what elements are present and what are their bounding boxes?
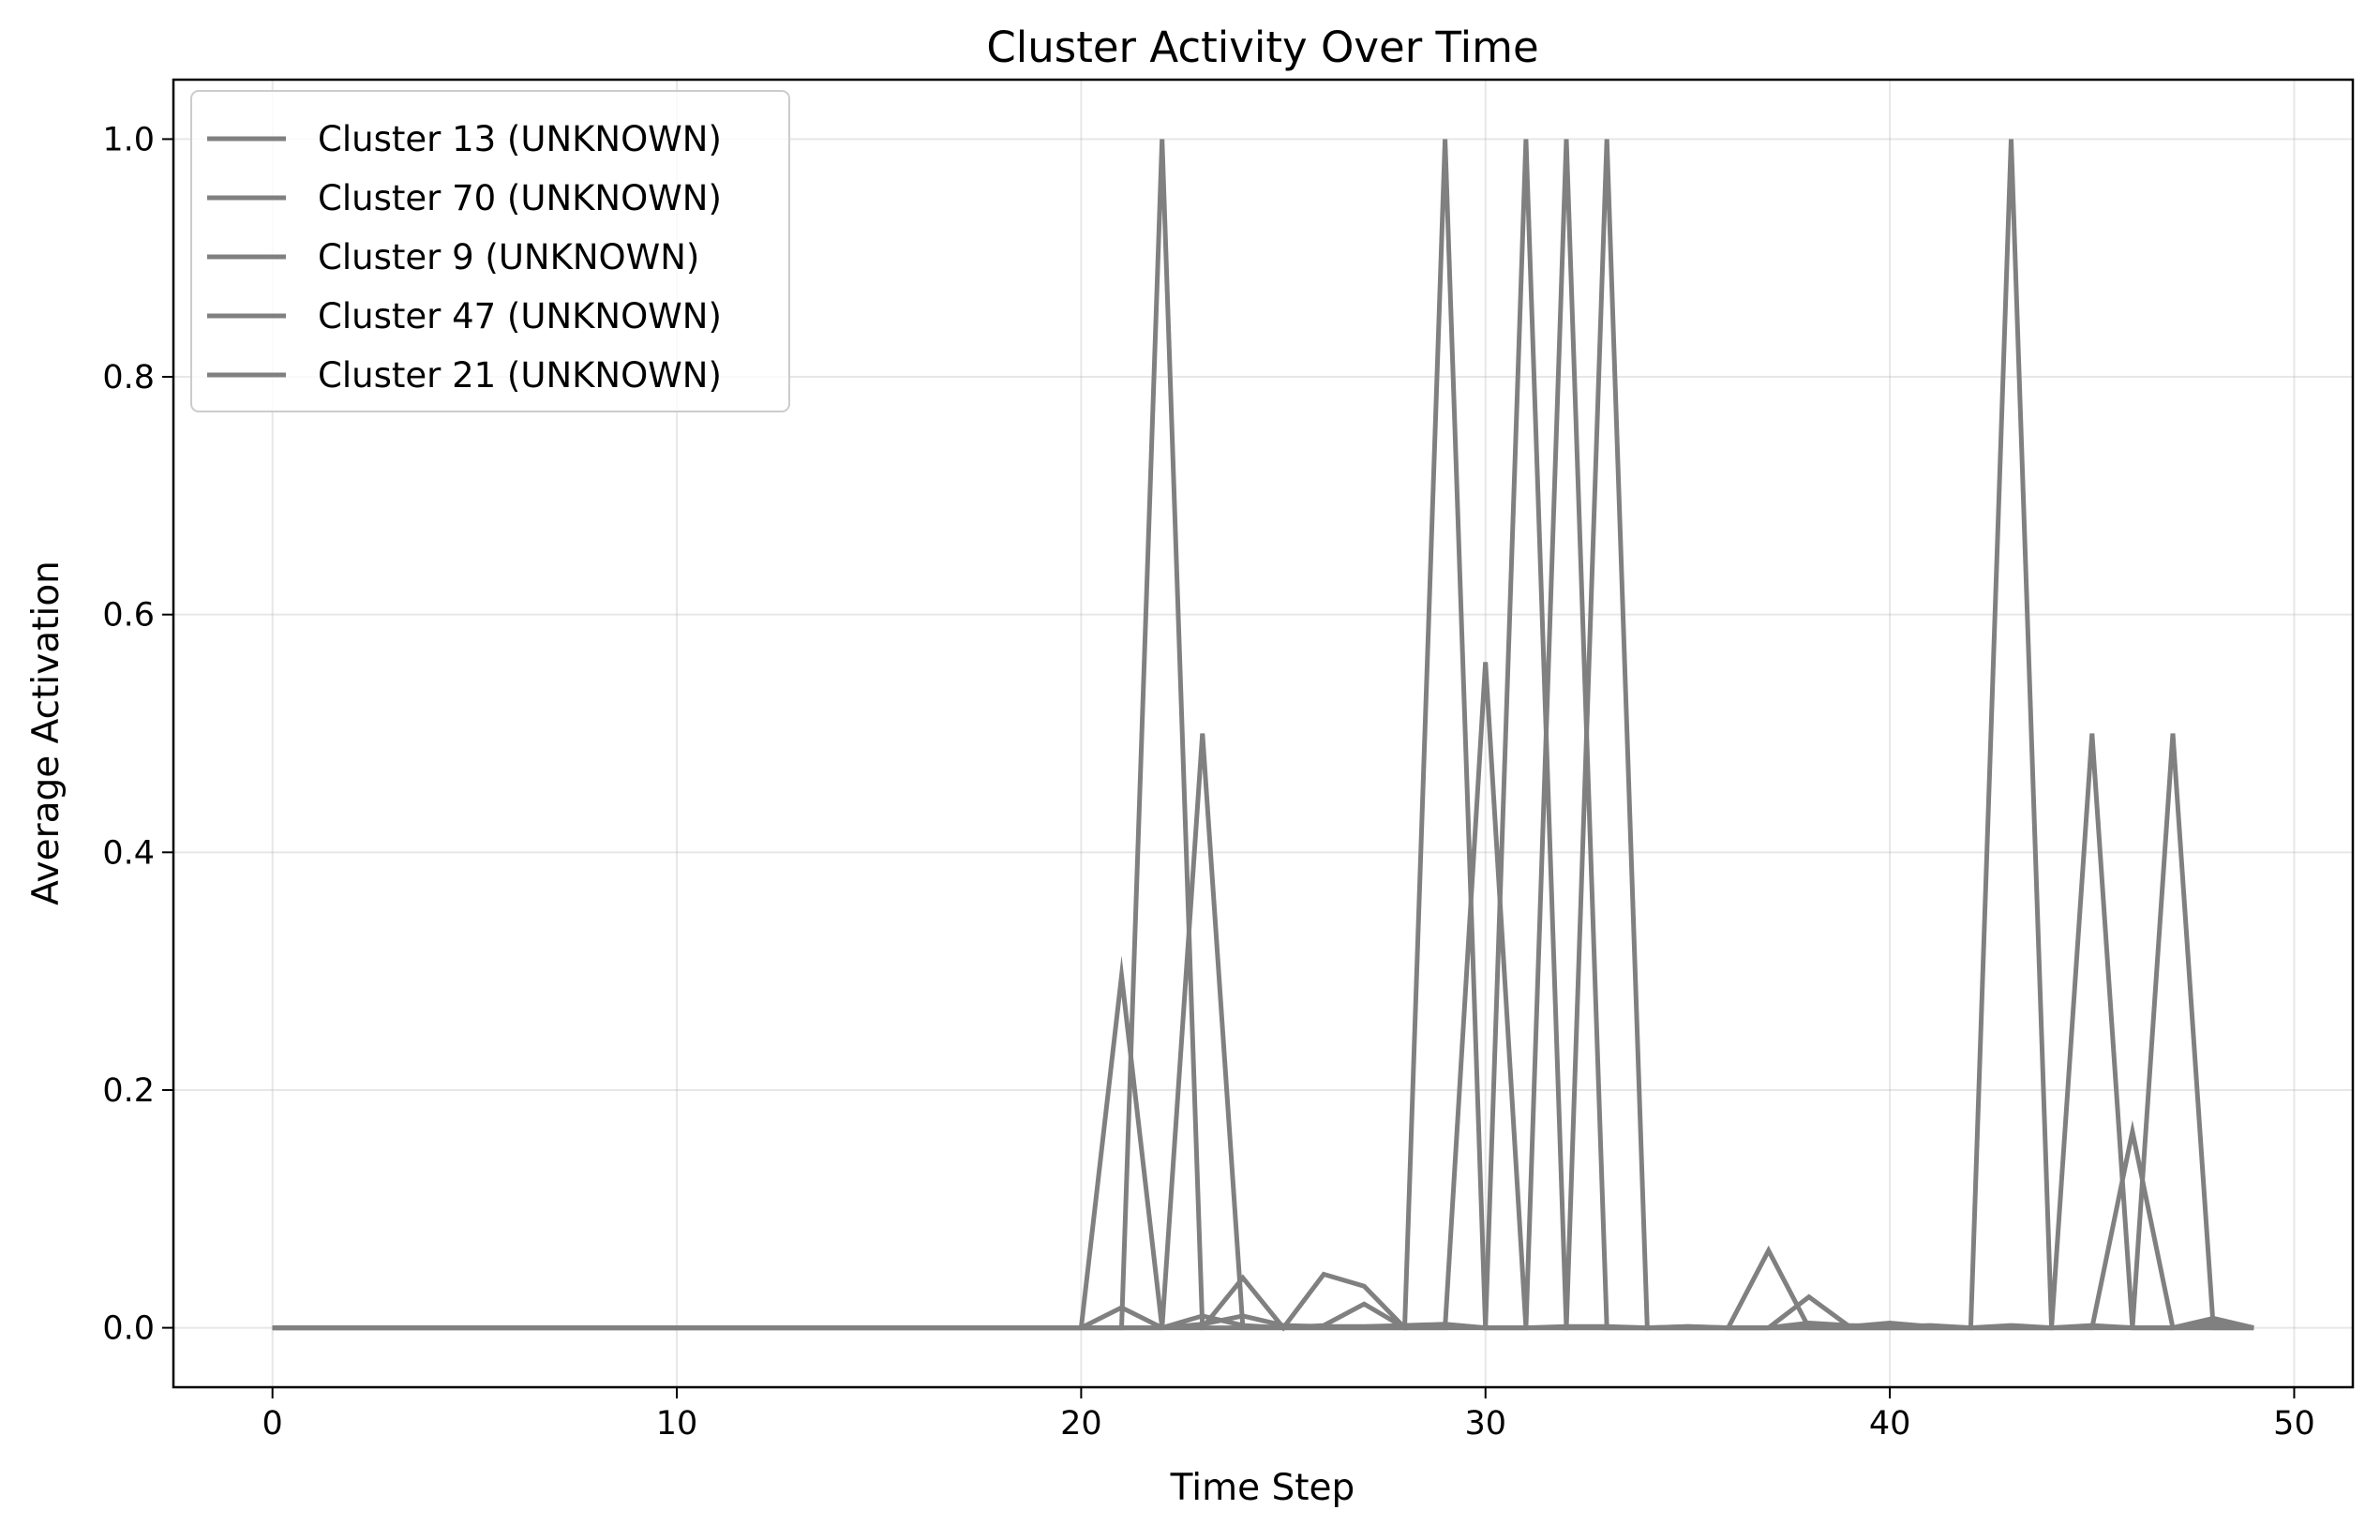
y-tick-label: 0.4 xyxy=(102,834,155,872)
y-tick-label: 0.2 xyxy=(102,1072,155,1110)
y-axis-label: Average Activation xyxy=(25,561,67,905)
y-tick-label: 1.0 xyxy=(102,121,155,158)
x-tick-label: 20 xyxy=(1060,1405,1102,1443)
legend: Cluster 13 (UNKNOWN) Cluster 70 (UNKNOWN)… xyxy=(190,90,790,412)
legend-label: Cluster 47 (UNKNOWN) xyxy=(318,296,722,336)
y-tick-label: 0.0 xyxy=(102,1310,155,1348)
chart-title: Cluster Activity Over Time xyxy=(986,22,1538,72)
legend-label: Cluster 70 (UNKNOWN) xyxy=(318,178,722,218)
axis-ticks: 0 10 20 30 40 50 0.0 0.2 0.4 0.6 0.8 1.0 xyxy=(102,121,2314,1443)
series-line-5 xyxy=(272,1313,2254,1331)
x-axis-label: Time Step xyxy=(1170,1467,1355,1509)
x-tick-label: 40 xyxy=(1869,1405,1911,1443)
series-lines xyxy=(272,139,2254,1332)
legend-label: Cluster 9 (UNKNOWN) xyxy=(318,237,699,277)
legend-label: Cluster 13 (UNKNOWN) xyxy=(318,119,722,159)
x-tick-label: 0 xyxy=(262,1405,283,1443)
x-tick-label: 30 xyxy=(1464,1405,1506,1443)
y-tick-label: 0.8 xyxy=(102,359,155,396)
plot-frame xyxy=(172,78,2355,1389)
x-tick-label: 10 xyxy=(656,1405,698,1443)
legend-box xyxy=(190,90,790,412)
x-tick-label: 50 xyxy=(2273,1405,2315,1443)
y-tick-label: 0.6 xyxy=(102,597,155,635)
legend-label: Cluster 21 (UNKNOWN) xyxy=(318,355,722,396)
